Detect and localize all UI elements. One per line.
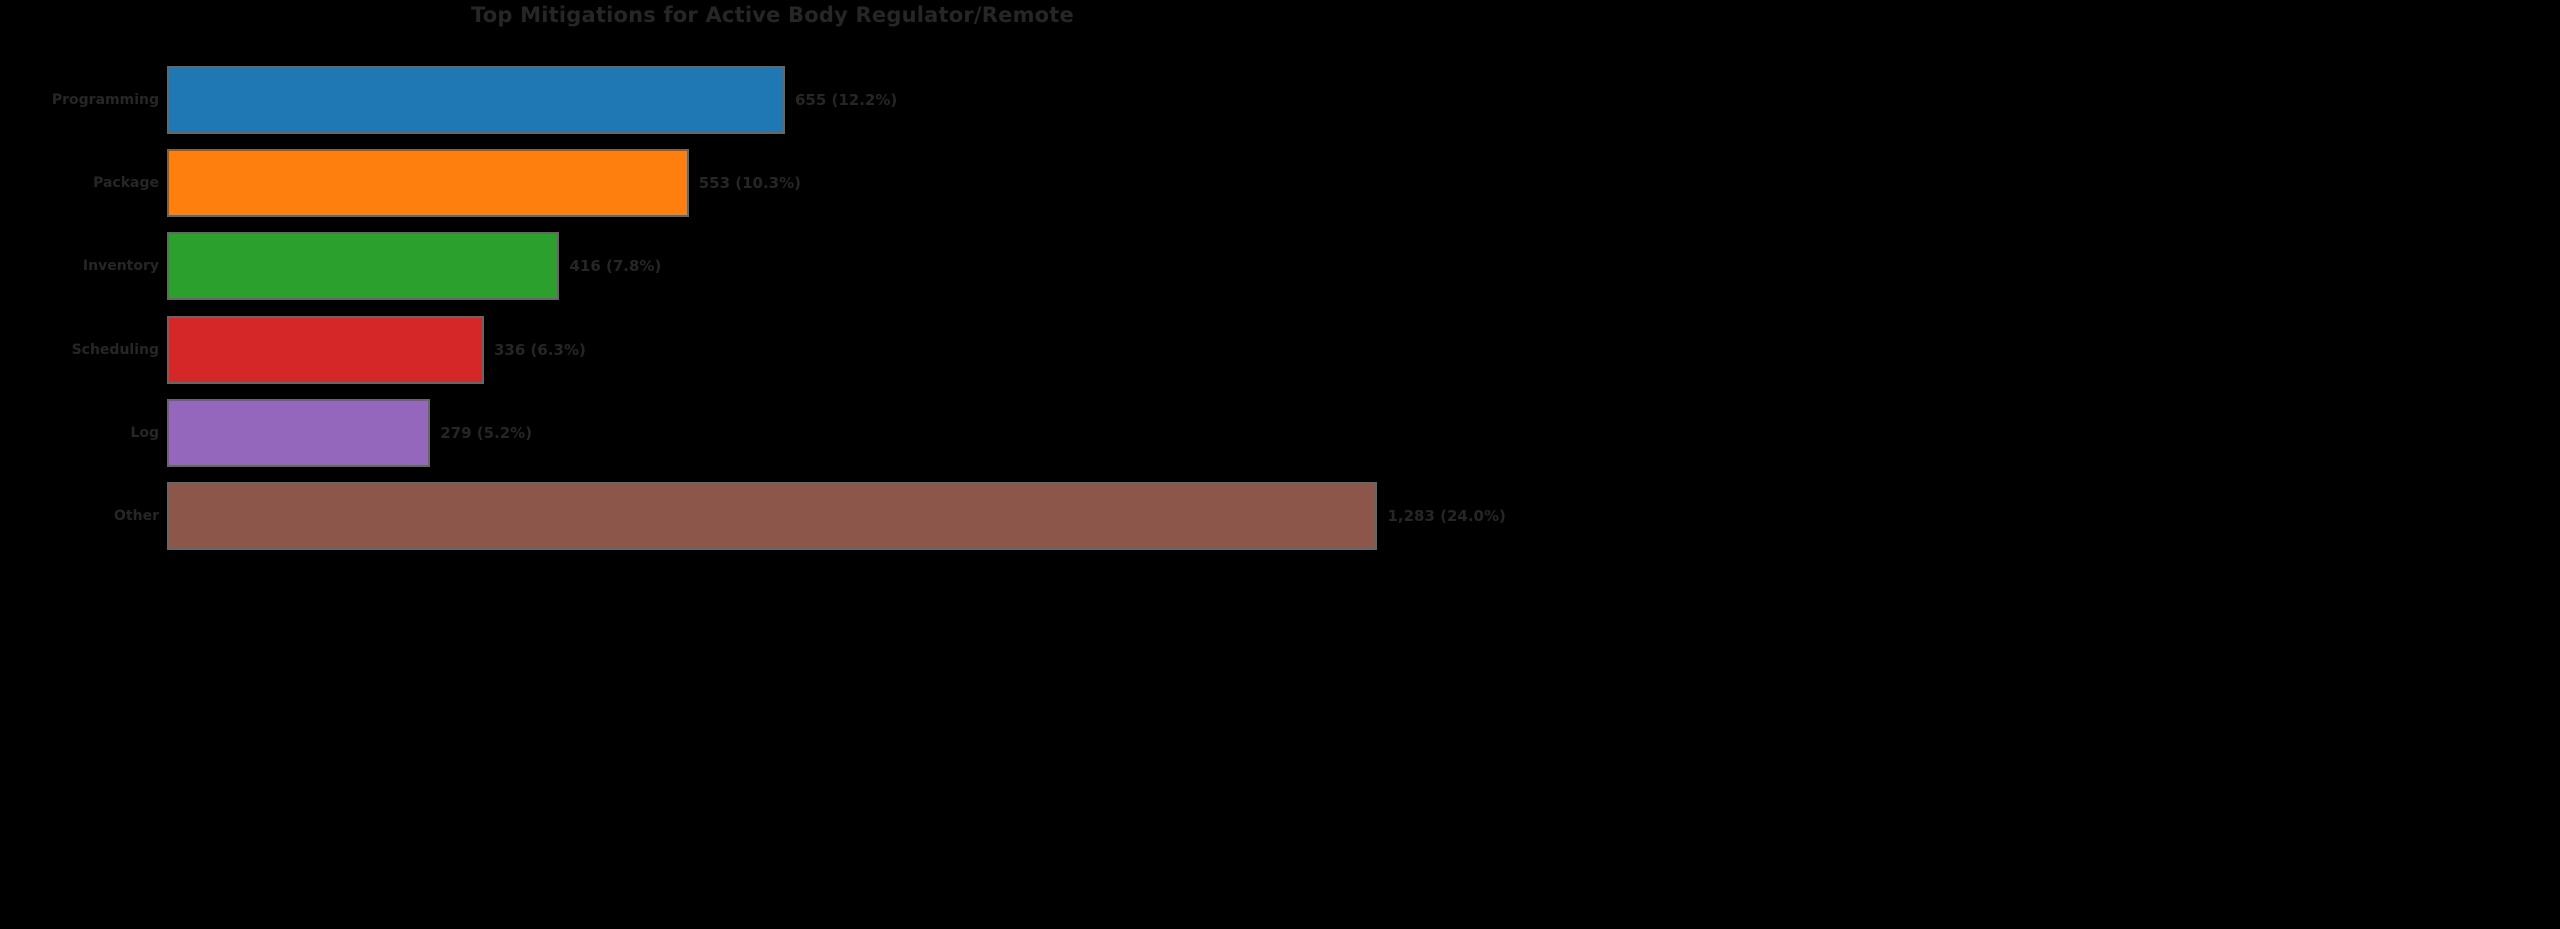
bar-value-label: 553 (10.3%) bbox=[698, 174, 802, 192]
bar-value-label: 1,283 (24.0%) bbox=[1387, 507, 1506, 526]
bar-category-label: Package bbox=[93, 175, 159, 191]
bar-category-label: Log bbox=[130, 425, 159, 441]
bar-row: Inventory 416 (7.8%) bbox=[0, 232, 1545, 301]
bar-category-label: Programming bbox=[51, 91, 159, 108]
bar-category-label: Scheduling bbox=[71, 341, 159, 358]
bar-other bbox=[167, 482, 1378, 551]
plot-area: Programming 655 (12.2%) Package 553 (10.3%)… bbox=[0, 58, 1545, 558]
bar-value-label: 416 (7.8%) bbox=[569, 257, 662, 276]
bar-value-label: 279 (5.2%) bbox=[440, 424, 533, 442]
chart-title: Top Mitigations for Active Body Regulato… bbox=[470, 3, 1074, 27]
bar-category-label: Other bbox=[114, 508, 159, 525]
bar-value-label: 655 (12.2%) bbox=[794, 90, 898, 109]
bar-log bbox=[167, 399, 431, 467]
bar-row: Other 1,283 (24.0%) bbox=[0, 482, 1545, 551]
bar-category-label: Inventory bbox=[82, 258, 159, 275]
bar-row: Programming 655 (12.2%) bbox=[0, 65, 1545, 134]
bar-value-label: 336 (6.3%) bbox=[493, 340, 586, 359]
bar-programming bbox=[167, 65, 785, 134]
bar-inventory bbox=[167, 232, 560, 301]
bar-package bbox=[167, 149, 689, 217]
bar-scheduling bbox=[167, 315, 484, 384]
chart-axes: Top Mitigations for Active Body Regulato… bbox=[0, 3, 1545, 558]
bar-row: Log 279 (5.2%) bbox=[0, 399, 1545, 467]
bar-row: Scheduling 336 (6.3%) bbox=[0, 315, 1545, 384]
bar-row: Package 553 (10.3%) bbox=[0, 149, 1545, 217]
